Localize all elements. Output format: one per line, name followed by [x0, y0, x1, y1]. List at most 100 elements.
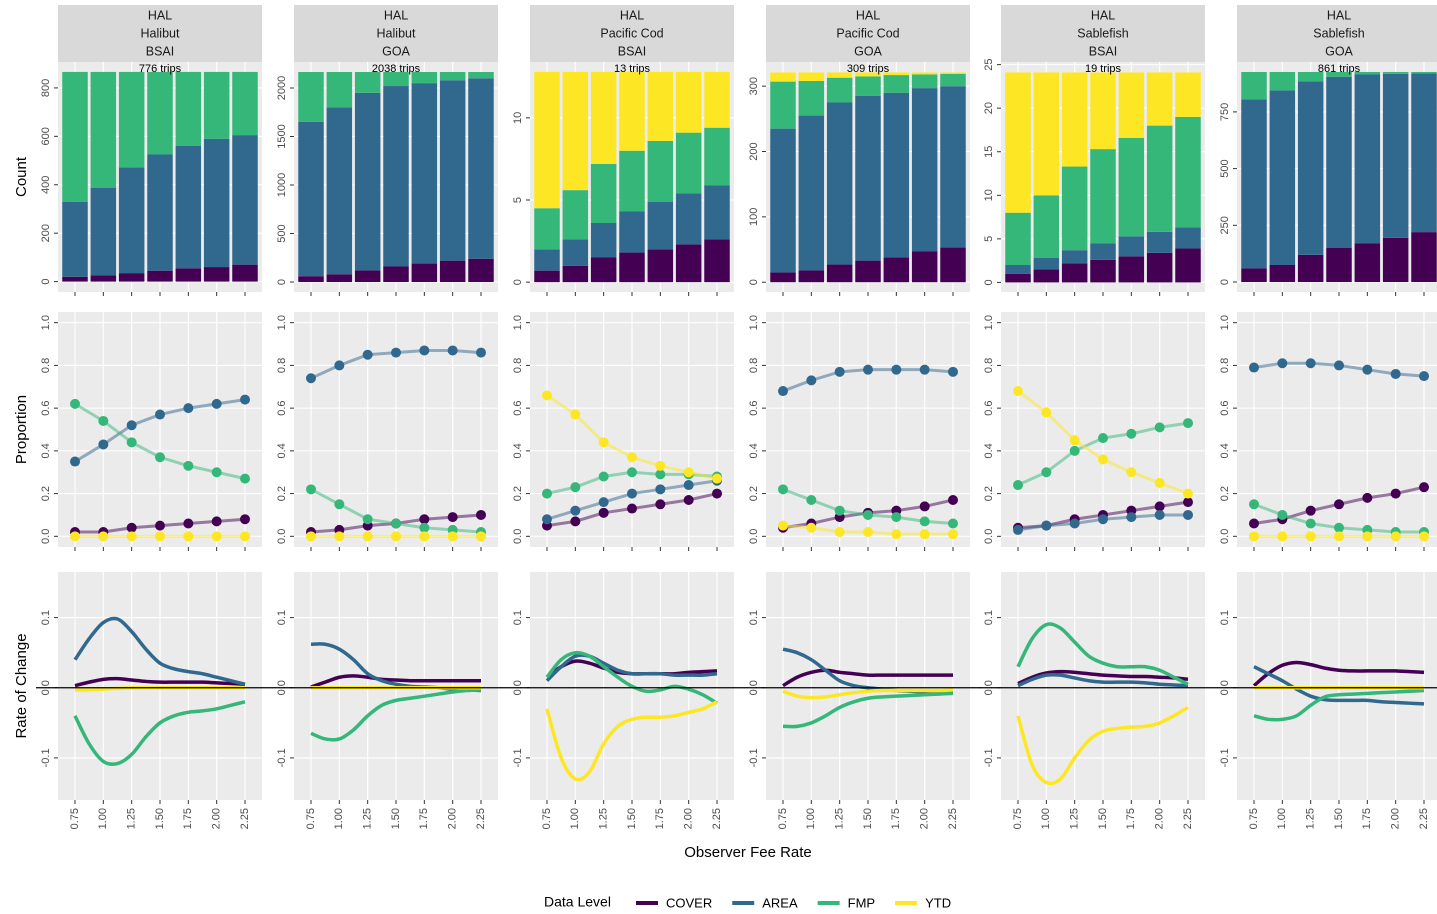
- bar-segment: [411, 83, 438, 264]
- bar-segment: [1411, 232, 1437, 283]
- proportion-point: [334, 531, 345, 542]
- proportion-point: [155, 409, 165, 420]
- y-tick-label: 10: [512, 112, 524, 124]
- bar-segment: [1354, 71, 1381, 75]
- y-tick-label: 0: [512, 279, 524, 285]
- bar-segment: [203, 267, 230, 282]
- x-tick-label: 1.25: [598, 808, 610, 829]
- bar-segment: [911, 74, 938, 89]
- proportion-point: [919, 364, 930, 375]
- proportion-point: [1362, 364, 1373, 375]
- y-tick-label: 0.1: [276, 610, 288, 625]
- bar-segment: [675, 193, 702, 245]
- proportion-point: [1126, 467, 1137, 478]
- bar-segment: [62, 201, 88, 277]
- bar-segment: [175, 146, 202, 269]
- bar-segment: [704, 185, 730, 240]
- y-tick-label: 1500: [276, 124, 288, 148]
- proportion-point: [126, 531, 137, 542]
- proportion-point: [240, 394, 250, 405]
- proportion-point: [98, 439, 109, 450]
- bar-segment: [798, 270, 825, 283]
- bar-segment: [468, 71, 494, 79]
- proportion-point: [447, 345, 458, 356]
- bar-segment: [883, 257, 910, 283]
- bar-segment: [383, 86, 409, 267]
- strip-label: BSAI: [1089, 44, 1118, 58]
- facet-strip: [58, 5, 262, 62]
- facet-strip: [1001, 5, 1205, 62]
- proportion-point: [1069, 435, 1080, 446]
- proportion-point: [98, 531, 109, 542]
- bar-segment: [298, 276, 324, 283]
- rate-curve: [545, 653, 718, 682]
- rate-curve: [73, 616, 246, 686]
- trips-label: 2038 trips: [372, 63, 421, 75]
- bar-segment: [704, 71, 730, 128]
- strip-label: HAL: [856, 8, 880, 22]
- bar-segment: [232, 264, 258, 282]
- bar-segment: [704, 127, 730, 186]
- proportion-point: [419, 522, 430, 533]
- x-tick-label: 1.75: [1125, 808, 1137, 829]
- proportion-point: [1362, 492, 1373, 503]
- y-tick-label: -0.1: [512, 748, 524, 767]
- proportion-point: [1183, 497, 1193, 508]
- proportion-point: [834, 366, 845, 377]
- bar-segment: [439, 80, 466, 261]
- x-tick-label: 2.00: [211, 808, 223, 829]
- bar-segment: [1118, 137, 1145, 237]
- x-tick-label: 2.25: [239, 808, 251, 829]
- proportion-point: [570, 516, 581, 527]
- y-tick-label: 100: [748, 208, 760, 226]
- proportion-point: [1013, 480, 1023, 491]
- strip-label: Halibut: [377, 26, 416, 40]
- proportion-point: [240, 473, 250, 484]
- y-tick-label: 0.6: [748, 400, 760, 415]
- y-tick-label: 0.2: [276, 486, 288, 501]
- rate-curve: [310, 674, 481, 689]
- bar-segment: [411, 263, 438, 283]
- proportion-point: [1305, 505, 1316, 516]
- bar-segment: [562, 71, 589, 191]
- rate-curve: [1017, 669, 1189, 686]
- proportion-point: [211, 398, 222, 409]
- y-tick-label: -0.1: [276, 748, 288, 767]
- proportion-point: [183, 518, 194, 529]
- proportion-point: [211, 531, 222, 542]
- proportion-point: [1183, 509, 1193, 520]
- bar-segment: [147, 71, 173, 155]
- y-tick-label: 800: [40, 79, 52, 97]
- bar-segment: [175, 71, 202, 147]
- bar-segment: [1146, 72, 1173, 126]
- bar-segment: [1297, 254, 1324, 283]
- proportion-point: [476, 509, 486, 520]
- strip-label: HAL: [620, 8, 644, 22]
- y-tick-label: 2000: [276, 76, 288, 100]
- bar-segment: [118, 71, 145, 168]
- proportion-point: [1419, 371, 1429, 382]
- y-tick-label: 200: [40, 224, 52, 242]
- facet-strip: [1237, 5, 1437, 62]
- bar-segment: [383, 71, 409, 87]
- y-tick-label: -0.1: [748, 748, 760, 767]
- bar-segment: [1382, 237, 1409, 283]
- proportion-point: [1277, 509, 1288, 520]
- bar-segment: [1326, 247, 1352, 283]
- bar-segment: [940, 247, 966, 283]
- proportion-point: [1126, 512, 1137, 523]
- y-tick-label: 1.0: [748, 315, 760, 330]
- x-tick-label: 2.00: [1390, 808, 1402, 829]
- proportion-point: [1390, 488, 1401, 499]
- proportion-point: [98, 415, 109, 426]
- bar-segment: [855, 76, 881, 96]
- y-tick-label: 0.1: [748, 610, 760, 625]
- x-tick-label: 1.50: [1333, 808, 1345, 829]
- trips-label: 861 trips: [1318, 63, 1361, 75]
- bar-segment: [940, 86, 966, 248]
- bar-segment: [1269, 265, 1296, 283]
- proportion-point: [683, 467, 694, 478]
- proportion-point: [863, 509, 873, 520]
- trips-label: 309 trips: [847, 63, 890, 75]
